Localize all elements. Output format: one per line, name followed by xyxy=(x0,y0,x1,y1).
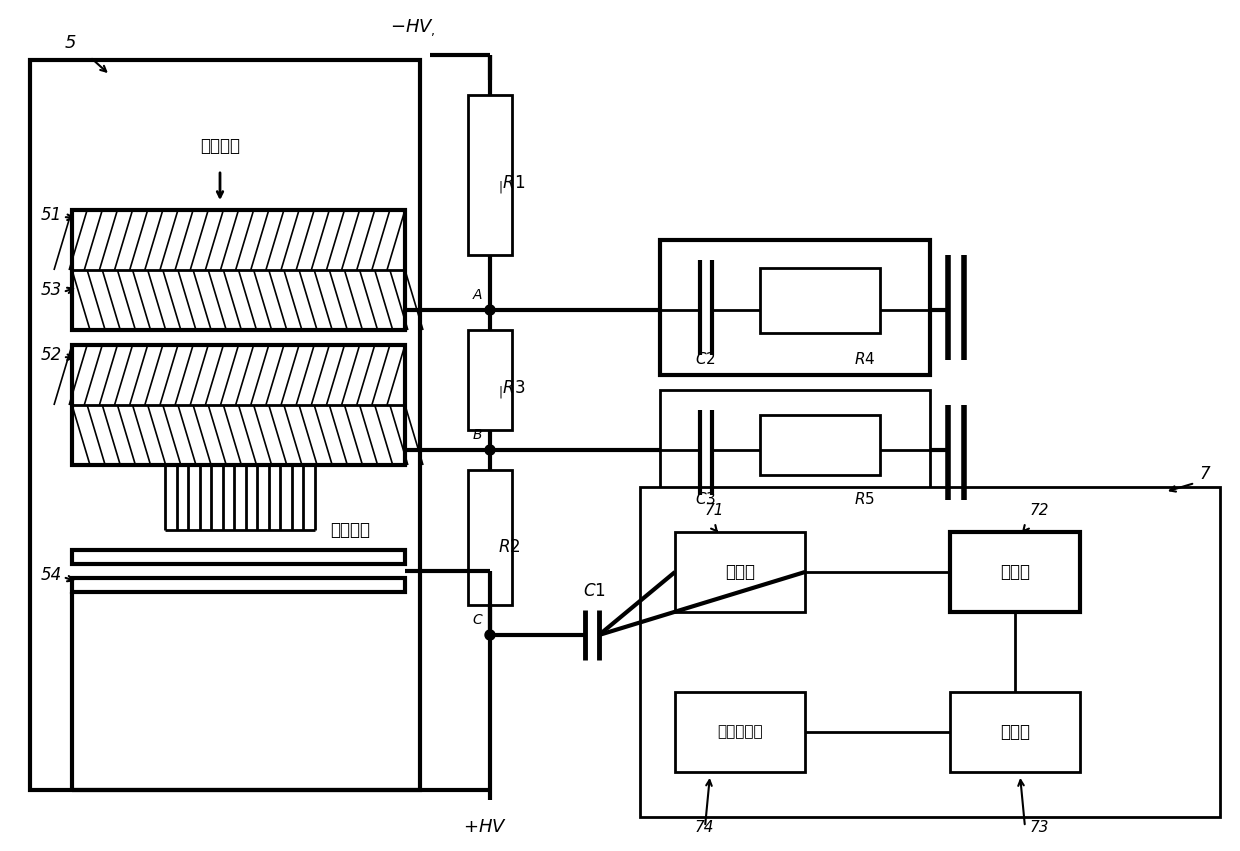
Bar xyxy=(72,345,405,465)
Text: 74: 74 xyxy=(694,820,714,835)
Bar xyxy=(640,487,1220,817)
Text: $_{|}R1$: $_{|}R1$ xyxy=(498,174,526,196)
Bar xyxy=(950,692,1080,772)
Bar xyxy=(72,578,405,592)
Text: 甄别器: 甄别器 xyxy=(999,563,1030,581)
Circle shape xyxy=(485,630,495,640)
Bar xyxy=(30,60,420,790)
Text: 72: 72 xyxy=(1030,503,1049,518)
Bar xyxy=(950,532,1080,612)
Text: $+HV$: $+HV$ xyxy=(463,818,507,836)
Text: 数据处理器: 数据处理器 xyxy=(717,724,763,740)
Text: C: C xyxy=(472,613,482,627)
Bar xyxy=(72,550,405,564)
Text: 51: 51 xyxy=(41,206,62,224)
Bar xyxy=(467,95,512,255)
Circle shape xyxy=(485,305,495,315)
Bar xyxy=(760,415,880,475)
Text: 5: 5 xyxy=(64,34,76,52)
Text: $_{|}R3$: $_{|}R3$ xyxy=(498,379,526,401)
Text: $R5$: $R5$ xyxy=(854,491,875,507)
Text: 54: 54 xyxy=(41,566,62,584)
Bar xyxy=(760,268,880,333)
Text: $C1$: $C1$ xyxy=(583,582,606,600)
Text: 输出电子: 输出电子 xyxy=(330,521,370,539)
Bar xyxy=(467,470,512,605)
Text: A: A xyxy=(472,288,482,302)
Text: $R2$: $R2$ xyxy=(498,539,521,557)
Text: $C2$: $C2$ xyxy=(694,351,715,367)
Text: $R4$: $R4$ xyxy=(853,351,875,367)
Bar xyxy=(660,240,930,375)
Text: 放大器: 放大器 xyxy=(725,563,755,581)
Text: $-HV_,$: $-HV_,$ xyxy=(391,17,435,38)
Text: 73: 73 xyxy=(1030,820,1049,835)
Bar xyxy=(675,692,805,772)
Text: B: B xyxy=(472,428,482,442)
Text: 7: 7 xyxy=(1199,465,1210,483)
Text: 53: 53 xyxy=(41,281,62,299)
Circle shape xyxy=(485,445,495,455)
Text: $C3$: $C3$ xyxy=(694,491,717,507)
Text: 71: 71 xyxy=(706,503,724,518)
Text: 入射离子: 入射离子 xyxy=(200,137,241,155)
Bar xyxy=(660,390,930,515)
Bar xyxy=(467,330,512,430)
Bar xyxy=(675,532,805,612)
Bar xyxy=(72,210,405,330)
Text: 计数器: 计数器 xyxy=(999,723,1030,741)
Text: 52: 52 xyxy=(41,346,62,364)
